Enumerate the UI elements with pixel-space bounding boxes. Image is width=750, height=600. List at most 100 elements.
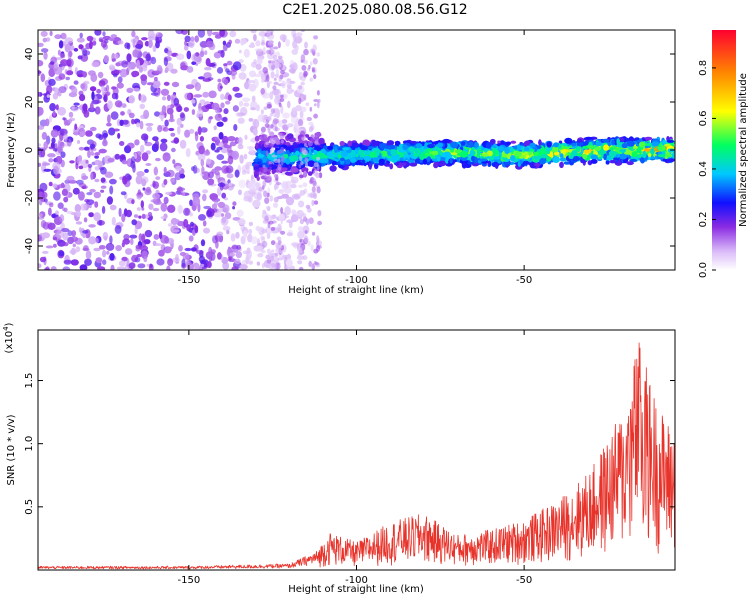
noise-speckle	[48, 68, 56, 77]
fringe-cell	[270, 226, 276, 231]
noise-speckle	[57, 202, 64, 209]
ridge-cell	[516, 144, 521, 151]
noise-speckle	[39, 213, 43, 218]
noise-speckle	[185, 84, 195, 90]
fringe-cell	[298, 85, 303, 90]
ridge-cell	[545, 148, 553, 152]
noise-speckle	[48, 202, 54, 208]
noise-speckle	[257, 253, 264, 258]
noise-speckle	[150, 92, 159, 96]
noise-speckle	[94, 178, 100, 183]
fringe-cell	[309, 106, 313, 112]
fringe-cell	[264, 123, 270, 128]
noise-speckle	[105, 91, 111, 96]
noise-speckle	[186, 66, 194, 73]
ridge-cell	[410, 140, 418, 144]
noise-speckle	[191, 61, 197, 65]
noise-speckle	[113, 40, 117, 45]
fringe-cell	[303, 94, 307, 101]
noise-speckle	[48, 181, 53, 187]
noise-speckle	[194, 35, 199, 43]
ridge-cell	[471, 147, 476, 151]
noise-speckle	[143, 109, 150, 119]
fringe-cell	[317, 164, 320, 170]
noise-speckle	[38, 162, 42, 167]
fringe-cell	[299, 238, 302, 243]
noise-speckle	[140, 176, 149, 184]
noise-speckle	[85, 159, 89, 164]
noise-speckle	[88, 224, 96, 228]
ridge-cell	[253, 166, 260, 170]
ridge-cell	[666, 139, 675, 143]
noise-speckle	[214, 113, 223, 122]
fringe-cell	[310, 244, 314, 252]
noise-speckle	[228, 182, 232, 187]
noise-speckle	[211, 31, 220, 36]
ridge-cell	[578, 142, 584, 146]
noise-speckle	[166, 265, 171, 270]
ridge-cell	[651, 141, 660, 147]
noise-speckle	[115, 245, 122, 252]
noise-speckle	[61, 188, 68, 196]
noise-speckle	[89, 188, 96, 193]
noise-speckle	[100, 177, 106, 183]
noise-speckle	[96, 88, 101, 94]
noise-speckle	[203, 205, 212, 210]
fringe-cell	[317, 210, 322, 217]
ridge-cell	[402, 156, 407, 160]
noise-speckle	[97, 266, 106, 270]
noise-speckle	[78, 44, 84, 50]
noise-speckle	[204, 66, 212, 71]
noise-speckle	[185, 148, 191, 158]
noise-speckle	[182, 191, 186, 197]
noise-speckle	[110, 264, 115, 270]
noise-speckle	[58, 40, 64, 49]
noise-speckle	[106, 122, 112, 127]
ridge-cell	[522, 160, 530, 165]
colorbar-tick-label: 0.2	[698, 212, 709, 228]
ridge-cell	[319, 154, 325, 159]
ridge-cell	[318, 137, 325, 145]
noise-speckle	[232, 217, 241, 221]
noise-speckle	[86, 35, 94, 42]
ridge-cell	[450, 141, 459, 149]
noise-speckle	[55, 226, 63, 231]
noise-speckle	[60, 32, 67, 40]
noise-speckle	[238, 100, 244, 107]
ridge-cell	[524, 146, 530, 152]
noise-speckle	[163, 166, 167, 174]
noise-speckle	[265, 254, 271, 260]
noise-speckle	[133, 87, 140, 92]
noise-speckle	[77, 191, 85, 201]
noise-speckle	[95, 237, 99, 244]
noise-speckle	[66, 175, 75, 182]
noise-speckle	[207, 261, 212, 269]
noise-speckle	[184, 247, 192, 252]
noise-speckle	[202, 193, 207, 202]
colorbar-gradient	[712, 30, 736, 270]
ridge-cell	[559, 157, 566, 162]
fringe-cell	[280, 230, 286, 235]
noise-speckle	[111, 92, 118, 100]
noise-speckle	[148, 203, 154, 210]
noise-speckle	[66, 210, 74, 215]
noise-speckle	[236, 244, 242, 250]
spectrogram-x-tick-label: -150	[178, 275, 201, 286]
ridge-cell	[482, 153, 489, 157]
noise-speckle	[246, 170, 250, 175]
noise-speckle	[78, 146, 85, 151]
fringe-cell	[270, 146, 275, 153]
noise-speckle	[59, 53, 66, 59]
noise-speckle	[131, 118, 135, 125]
noise-speckle	[154, 111, 161, 117]
noise-speckle	[291, 107, 297, 115]
noise-speckle	[233, 124, 238, 131]
noise-speckle	[256, 245, 264, 252]
noise-speckle	[198, 145, 205, 155]
noise-speckle	[221, 165, 230, 174]
noise-speckle	[255, 40, 261, 47]
noise-speckle	[136, 59, 141, 69]
noise-speckle	[64, 43, 71, 53]
ridge-cell	[533, 150, 539, 157]
fringe-cell	[299, 189, 306, 196]
